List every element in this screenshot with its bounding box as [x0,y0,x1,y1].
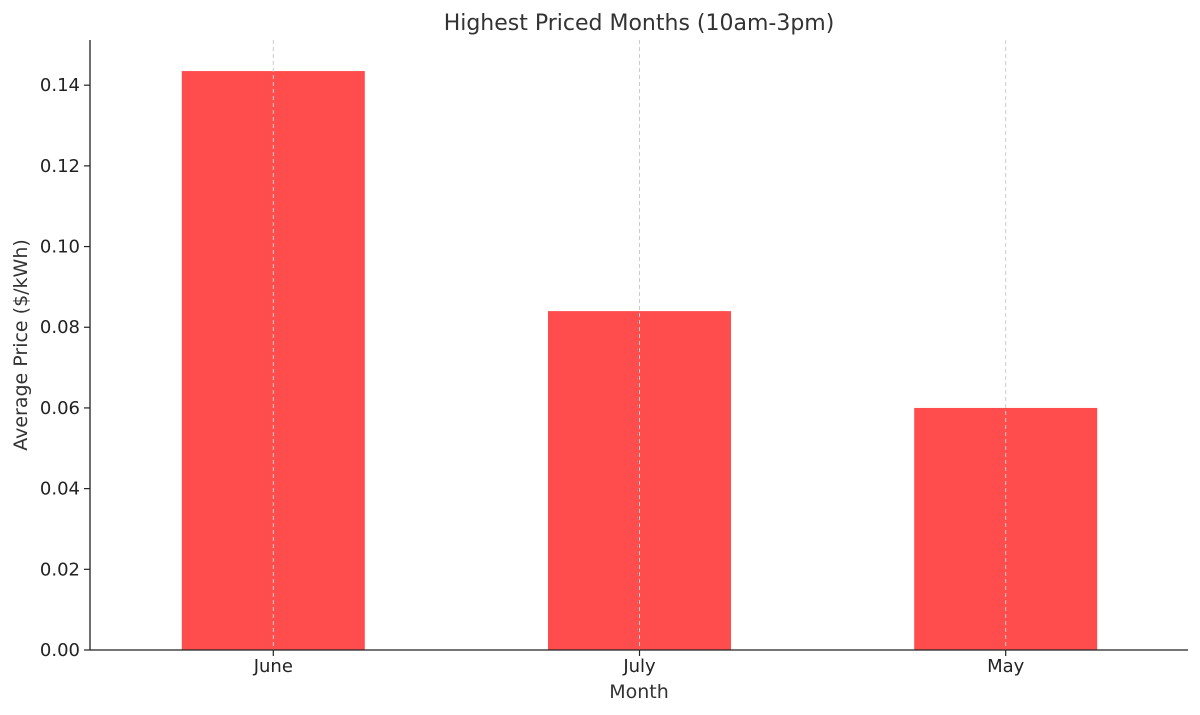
bar-june [181,71,365,650]
y-ticks: 0.00 0.02 0.04 0.06 0.08 0.10 0.12 0.14 [40,75,90,661]
y-tick-label-0-10: 0.10 [40,237,80,258]
x-tick-label-july: July [622,656,656,677]
x-tick-label-may: May [987,656,1025,677]
chart-title: Highest Priced Months (10am-3pm) [444,11,835,36]
x-axis-label: Month [609,681,669,703]
x-ticks: June July May [253,650,1025,677]
y-tick-label-0-12: 0.12 [40,156,80,177]
y-tick-label-0-02: 0.02 [40,559,80,580]
grid-lines [272,40,1007,650]
bar-july [548,311,731,650]
bar-may [914,407,1098,650]
y-tick-label-0-06: 0.06 [40,398,80,419]
y-tick-label-0-04: 0.04 [40,479,80,500]
bars [181,71,1098,650]
y-tick-label-0-14: 0.14 [40,75,80,96]
y-axis-label: Average Price ($/kWh) [10,239,32,451]
y-tick-label-0-08: 0.08 [40,317,80,338]
x-tick-label-june: June [253,656,293,677]
y-tick-label-0-00: 0.00 [40,640,80,661]
